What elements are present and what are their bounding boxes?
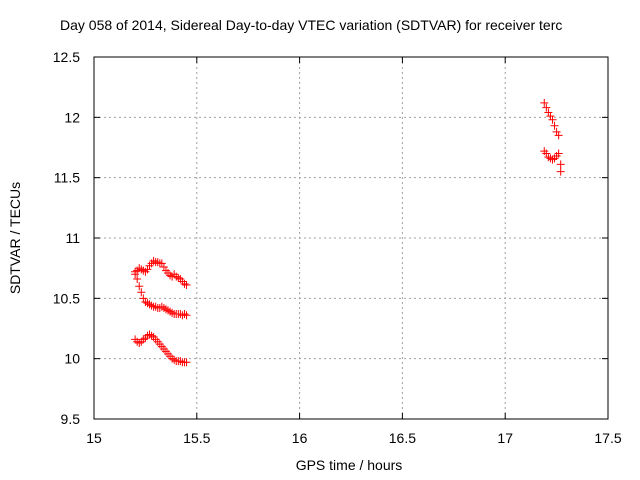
data-point-late-upper xyxy=(540,98,549,107)
x-tick-label: 16 xyxy=(292,430,308,446)
data-point-late-lower xyxy=(544,153,553,162)
data-point-middle xyxy=(182,311,191,320)
data-point-upper xyxy=(153,258,162,267)
data-point-middle xyxy=(166,307,175,316)
data-point-middle xyxy=(147,301,156,310)
data-point-middle xyxy=(145,300,154,309)
y-tick-label: 11.5 xyxy=(54,170,80,186)
y-tick-labels: 9.5 10 10.5 11 11.5 12 12.5 xyxy=(53,49,80,427)
data-point-late-lower xyxy=(542,149,551,158)
data-point-lower xyxy=(135,338,144,347)
data-point-late-upper xyxy=(542,103,551,112)
x-tick-label: 16.5 xyxy=(389,430,416,446)
data-point-upper xyxy=(135,264,144,273)
data-point-upper xyxy=(159,262,168,271)
y-tick-label: 10 xyxy=(64,351,80,367)
axis-ticks xyxy=(93,56,609,420)
y-tick-label: 12.5 xyxy=(53,49,80,65)
data-point-middle xyxy=(159,303,168,312)
data-point-middle xyxy=(141,297,150,306)
x-tick-labels: 15 15.5 16 16.5 17 17.5 xyxy=(86,430,622,446)
data-point-middle xyxy=(168,308,177,317)
data-point-middle xyxy=(164,306,173,315)
data-point-late-upper xyxy=(548,115,557,124)
y-axis-label: SDTVAR / TECUs xyxy=(7,182,23,294)
data-point-middle xyxy=(180,310,189,319)
y-tick-label: 11 xyxy=(65,230,80,246)
data-point-upper xyxy=(139,266,148,275)
data-point-late-lower xyxy=(554,149,563,158)
data-point-middle xyxy=(137,288,146,297)
chart-title: Day 058 of 2014, Sidereal Day-to-day VTE… xyxy=(60,17,562,33)
data-point-upper xyxy=(149,256,158,265)
data-point-lower xyxy=(139,335,148,344)
data-point-lower xyxy=(145,330,154,339)
data-point-late-lower xyxy=(556,167,565,176)
data-point-late-upper xyxy=(550,121,559,130)
data-point-lower xyxy=(170,355,179,364)
data-point-middle xyxy=(157,302,166,311)
data-point-upper xyxy=(143,265,152,274)
grid-lines xyxy=(94,57,608,419)
y-tick-label: 9.5 xyxy=(61,411,81,427)
data-point-upper xyxy=(180,279,189,288)
data-point-upper xyxy=(157,259,166,268)
x-tick-label: 17 xyxy=(497,430,513,446)
x-tick-label: 17.5 xyxy=(594,430,621,446)
data-point-late-lower xyxy=(548,155,557,164)
data-point-lower xyxy=(182,358,191,367)
data-point-upper xyxy=(131,270,140,279)
data-point-lower xyxy=(168,354,177,363)
data-point-late-upper xyxy=(556,160,565,169)
data-point-middle xyxy=(133,275,142,284)
x-tick-label: 15 xyxy=(86,430,102,446)
y-tick-label: 10.5 xyxy=(53,290,80,306)
data-point-upper xyxy=(166,271,175,280)
data-point-late-upper xyxy=(546,112,555,121)
data-point-upper xyxy=(174,273,183,282)
data-point-late-upper xyxy=(552,127,561,136)
data-point-middle xyxy=(143,299,152,308)
data-point-middle xyxy=(161,305,170,314)
x-axis-label: GPS time / hours xyxy=(296,457,403,473)
y-tick-label: 12 xyxy=(64,109,80,125)
data-point-late-upper xyxy=(544,108,553,117)
data-point-upper xyxy=(182,281,191,290)
data-points xyxy=(131,98,565,367)
data-point-upper xyxy=(172,272,181,281)
data-point-lower xyxy=(147,331,156,340)
data-point-late-upper xyxy=(554,131,563,140)
data-point-lower xyxy=(176,357,185,366)
x-tick-label: 15.5 xyxy=(183,430,210,446)
data-point-middle xyxy=(139,294,148,303)
data-point-middle xyxy=(135,282,144,291)
